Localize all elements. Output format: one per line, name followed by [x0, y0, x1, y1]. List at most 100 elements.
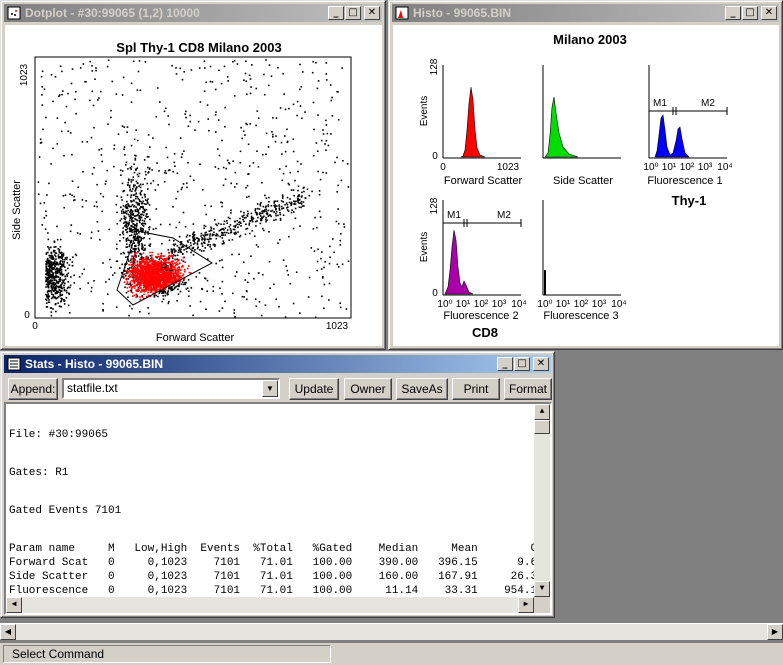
scatter-point: [147, 269, 150, 272]
scroll-up-button[interactable]: ▲: [534, 404, 550, 420]
scatter-point: [179, 277, 181, 279]
scatter-point: [126, 287, 129, 289]
scatter-point: [159, 257, 161, 259]
histo-canvas[interactable]: Milano 2003 Events 128 0 0 1023 Forward …: [393, 25, 779, 346]
scatter-point: [152, 280, 155, 282]
scatter-point: [90, 231, 93, 234]
scatter-point: [166, 258, 169, 260]
scroll-left-button[interactable]: ◀: [0, 624, 16, 640]
scatter-point: [150, 281, 153, 283]
scatter-point: [157, 262, 159, 265]
stats-text-area[interactable]: File: #30:99065 Gates: R1 Gated Events 7…: [4, 402, 552, 615]
scroll-down-button[interactable]: ▼: [534, 581, 550, 597]
scatter-point: [128, 270, 130, 273]
scatter-point: [151, 268, 154, 270]
histo-app-icon: [395, 6, 409, 20]
scatter-point: [145, 267, 148, 269]
horizontal-scrollbar[interactable]: ◀ ▶: [6, 597, 534, 613]
owner-button[interactable]: Owner: [344, 378, 392, 400]
stats-file-combo[interactable]: statfile.txt ▼: [62, 378, 280, 399]
scatter-point: [120, 272, 123, 274]
scatter-point: [133, 233, 136, 235]
histogram-forward-scatter[interactable]: Events 128 0 0 1023 Forward Scatter: [419, 58, 522, 187]
scatter-point: [192, 223, 195, 225]
scatter-point: [145, 256, 148, 258]
scatter-point: [41, 70, 44, 73]
histogram-side-scatter[interactable]: Side Scatter: [542, 65, 621, 187]
scatter-point: [130, 209, 133, 212]
scatter-point: [95, 69, 97, 72]
scatter-point: [55, 290, 58, 293]
scatter-point: [231, 253, 233, 256]
scatter-point: [337, 266, 340, 268]
scatter-point: [153, 260, 156, 262]
maximize-button[interactable]: □: [345, 6, 361, 20]
close-button[interactable]: ✕: [533, 357, 549, 371]
dotplot-canvas[interactable]: Spl Thy-1 CD8 Milano 2003 R1 Side Scatte…: [5, 25, 382, 346]
update-button[interactable]: Update: [289, 378, 339, 400]
scatter-point: [182, 260, 185, 263]
minimize-button[interactable]: _: [328, 6, 344, 20]
scatter-point: [196, 247, 199, 250]
scatter-point: [143, 211, 145, 214]
scatter-point: [180, 283, 183, 285]
scatter-point: [132, 248, 134, 250]
close-button[interactable]: ✕: [364, 6, 380, 20]
scatter-point: [137, 239, 140, 241]
vertical-scrollbar[interactable]: ▲ ▼: [534, 404, 550, 597]
saveas-button[interactable]: SaveAs: [396, 378, 448, 400]
scatter-point: [58, 94, 61, 96]
histogram-fluorescence-3[interactable]: 10⁰ 10¹ 10² 10³ 10⁴ Fluorescence 3: [537, 200, 627, 322]
minimize-button[interactable]: _: [497, 357, 513, 371]
scatter-point: [236, 63, 239, 65]
chevron-down-icon[interactable]: ▼: [262, 380, 278, 397]
scatter-point: [146, 266, 148, 268]
append-button[interactable]: Append:: [8, 378, 58, 400]
scatter-point: [270, 205, 273, 207]
main-horizontal-scrollbar[interactable]: ◀ ▶: [0, 623, 783, 640]
maximize-button[interactable]: □: [514, 357, 530, 371]
format-button[interactable]: Format: [504, 378, 552, 400]
scatter-point: [173, 244, 176, 247]
scatter-point: [59, 273, 62, 276]
scatter-point: [142, 280, 144, 282]
dotplot-titlebar[interactable]: Dotplot - #30:99065 (1,2) 10000 _ □ ✕: [4, 4, 382, 22]
scatter-point: [168, 262, 171, 264]
scrollbar-track[interactable]: [16, 624, 767, 640]
histogram-fluorescence-1[interactable]: M1 M2 10⁰ 10¹ 10² 10³ 10⁴ Fluorescence 1…: [643, 65, 733, 208]
histo-titlebar[interactable]: Histo - 99065.BIN _ □ ✕: [392, 4, 779, 22]
dotplot-window[interactable]: Dotplot - #30:99065 (1,2) 10000 _ □ ✕ Sp…: [0, 0, 386, 350]
scatter-point: [148, 226, 150, 229]
scatter-point: [136, 271, 139, 274]
scatter-point: [125, 204, 127, 207]
stats-window[interactable]: Stats - Histo - 99065.BIN _ □ ✕ Append: …: [0, 351, 555, 618]
scroll-left-button[interactable]: ◀: [6, 597, 22, 613]
scatter-point: [130, 276, 132, 278]
minimize-button[interactable]: _: [725, 6, 741, 20]
scatter-point: [204, 238, 206, 240]
scatter-point: [247, 281, 249, 284]
scatter-point: [341, 67, 343, 69]
histo-window[interactable]: Histo - 99065.BIN _ □ ✕ Milano 2003 Even…: [388, 0, 783, 350]
scatter-point: [51, 289, 53, 292]
scatter-point: [59, 65, 62, 67]
scatter-point: [91, 173, 94, 175]
scatter-point: [130, 279, 133, 282]
scatter-point: [312, 60, 314, 63]
scatter-point: [134, 263, 136, 265]
scrollbar-thumb[interactable]: [534, 420, 550, 434]
scatter-point: [303, 190, 305, 193]
histogram-fluorescence-2[interactable]: Events 128 0 M1 M2 10⁰ 10¹ 10² 10³ 10⁴ F…: [419, 197, 527, 340]
print-button[interactable]: Print: [452, 378, 500, 400]
gate-region-r1[interactable]: [116, 230, 213, 306]
maximize-button[interactable]: □: [742, 6, 758, 20]
scroll-right-button[interactable]: ▶: [518, 597, 534, 613]
scroll-right-button[interactable]: ▶: [767, 624, 783, 640]
stats-titlebar[interactable]: Stats - Histo - 99065.BIN _ □ ✕: [4, 355, 551, 373]
scatter-point: [174, 243, 177, 245]
close-button[interactable]: ✕: [761, 6, 777, 20]
scatter-point: [211, 233, 214, 236]
scatter-point: [100, 148, 103, 150]
scatter-point: [151, 268, 154, 271]
scatter-point: [151, 265, 153, 267]
